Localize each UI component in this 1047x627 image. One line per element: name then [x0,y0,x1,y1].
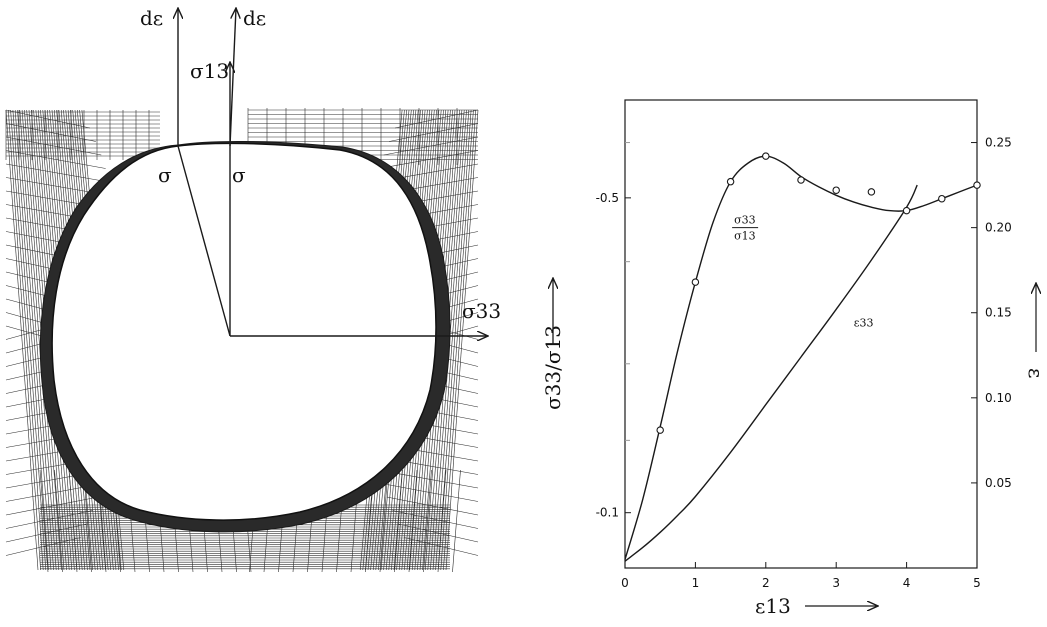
hatch-line [445,109,479,571]
yield-surface-diagram: dε dε σ13 σ σ σ33 [5,6,501,573]
chart: 0 1 2 3 4 5 0.25 0.20 0.15 0.10 0.05 -0.5 -0.1 σ33… [541,99,1047,618]
hatch-line [452,469,461,573]
series-line-sigma-ratio [624,155,978,560]
right-axis-title: ε [1024,283,1047,378]
sigma-label-left: σ [158,163,172,187]
hatch-line [379,469,389,573]
right-tick-label: 0.20 [985,221,1012,235]
series-points-sigma-ratio [656,152,981,434]
plot-frame [624,99,978,569]
right-axis-ticks: 0.25 0.20 0.15 0.10 0.05 [971,136,1012,490]
x-tick-label: 0 [621,576,629,590]
sigma-label-right: σ [232,163,246,187]
hatch-line [440,109,474,571]
right-tick-label: 0.15 [985,306,1012,320]
annotation-sigma-ratio: σ33 σ13 [732,214,759,243]
hatch-line [5,109,39,571]
strain-increment-right [229,8,236,147]
annotation-numerator: σ33 [734,214,756,227]
data-point [938,194,946,203]
hatch-line [10,109,44,571]
data-point [973,181,981,189]
right-tick-label: 0.10 [985,391,1012,405]
hatch-line [39,469,49,573]
data-point [691,278,700,286]
data-point [726,177,735,186]
stress-vector-left [177,145,231,337]
hatch-line [443,109,476,571]
hatch-line [394,469,403,573]
sigma33-label: σ33 [462,299,501,323]
x-axis-ticks: 0 1 2 3 4 5 [621,562,981,590]
x-axis-label: ε13 [755,594,791,618]
data-point [867,188,876,196]
hatch-line [5,496,99,516]
x-tick-label: 4 [903,576,911,590]
hatch-line [19,109,54,571]
left-tick-label: -0.1 [596,506,619,520]
hatch-line [12,109,47,571]
hatch-line [17,109,52,571]
data-point [762,152,770,160]
d-epsilon-label-right: dε [243,6,266,30]
left-axis-ticks: -0.5 -0.1 [596,142,631,520]
series-line-epsilon33 [624,184,918,562]
hatch-line [386,496,479,516]
x-tick-label: 5 [973,576,981,590]
hatch-line [68,469,78,573]
hatch-line [14,109,49,571]
hatch-line [437,469,447,573]
hatch-line [437,109,472,571]
data-point [656,426,664,434]
left-axis-title: σ33/σ13 [541,278,565,410]
hatch-line [8,109,41,571]
right-tick-label: 0.05 [985,476,1012,490]
hatch-line [408,469,418,573]
annotation-epsilon33: ε33 [854,316,874,329]
right-tick-label: 0.25 [985,136,1012,150]
x-axis-title: ε13 [755,594,878,618]
right-axis-label: ε [1024,368,1047,378]
left-tick-label: -0.5 [596,191,619,205]
d-epsilon-label-left: dε [140,6,163,30]
hatch-line [54,469,63,573]
yield-surface-interior [51,142,437,521]
x-tick-label: 1 [692,576,700,590]
x-tick-label: 2 [762,576,770,590]
x-tick-label: 3 [832,576,840,590]
data-point [902,206,911,215]
data-point [832,186,840,194]
hatch-line [435,109,470,571]
data-point [797,176,805,184]
annotation-denominator: σ13 [734,230,756,243]
sigma13-label: σ13 [190,59,229,83]
hatch-line [423,469,432,573]
